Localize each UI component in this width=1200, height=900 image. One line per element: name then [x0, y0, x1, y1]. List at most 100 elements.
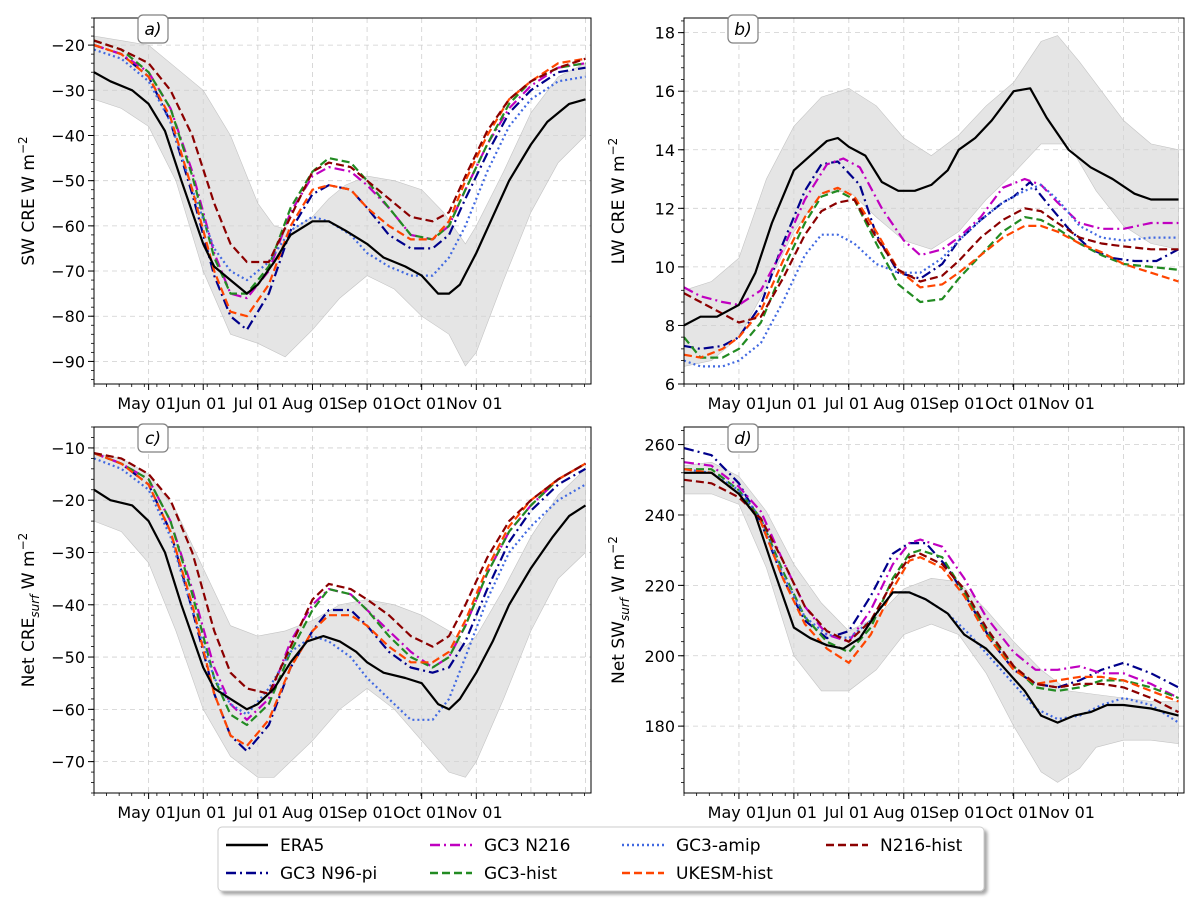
legend-entry-gc3-amip: GC3-amip	[622, 836, 761, 856]
x-tick-label: Sep 01	[337, 803, 393, 822]
x-tick-label: Aug 01	[282, 803, 339, 822]
axes-frame	[93, 426, 592, 794]
y-tick-label: −80	[51, 307, 85, 326]
panel-label: c)	[137, 423, 169, 453]
series-line-era5	[684, 87, 1179, 327]
chart-panel-c: −70 −60 −50 −40 −30 −20 −10 May 01 Jun 01 Jul 01 A…	[16, 423, 592, 822]
x-tick-label: May 01	[708, 803, 767, 822]
y-axis: 180 200 220 240 260	[644, 430, 684, 783]
series-line-gc3-hist	[684, 468, 1179, 700]
series-line-gc3-n96-pi	[94, 44, 586, 331]
series-line-gc3-hist	[94, 39, 586, 295]
plot-area	[94, 452, 587, 778]
series-line-gc3-n96-pi	[684, 160, 1180, 350]
y-tick-label: −20	[51, 491, 85, 510]
legend-frame	[217, 826, 985, 892]
panel-label-text: b)	[734, 20, 751, 40]
x-tick-label: Jul 01	[232, 803, 278, 822]
legend-label: GC3-amip	[676, 836, 761, 856]
x-tick-label: May 01	[117, 803, 176, 822]
y-tick-label: −70	[51, 753, 85, 772]
series-line-era5	[94, 488, 587, 711]
series-line-era5	[684, 471, 1179, 724]
chart-panel-a: −90 −80 −70 −60 −50 −40 −30 −20 May 01 Jun 01 Jul …	[16, 14, 592, 413]
axes-frame	[93, 17, 592, 385]
panel-label-box	[137, 14, 169, 44]
y-tick-label: 8	[665, 316, 675, 335]
x-tick-label: May 01	[708, 394, 767, 413]
legend-entry-gc3-n216: GC3 N216	[430, 836, 570, 856]
y-tick-label: −30	[51, 543, 85, 562]
panel-label: a)	[137, 14, 169, 44]
y-tick-label: −60	[51, 217, 85, 236]
y-tick-label: −60	[51, 700, 85, 719]
y-tick-label: 12	[655, 199, 675, 218]
x-tick-label: Nov 01	[1038, 394, 1095, 413]
legend-label: UKESM-hist	[676, 864, 773, 884]
chart-panel-d: 180 200 220 240 260 May 01 Jun 01 Jul 01 Aug 01S…	[606, 423, 1185, 822]
legend-label: ERA5	[280, 836, 324, 856]
panel-label: b)	[727, 14, 759, 44]
axes-frame	[683, 17, 1185, 385]
y-axis-title: LW CRE W m−2	[606, 138, 629, 264]
legend-label: GC3-hist	[484, 864, 557, 884]
series-line-ukesm-hist	[684, 186, 1179, 359]
series-line-gc3-amip	[684, 468, 1180, 724]
y-tick-label: −20	[51, 36, 85, 55]
y-axis: −90 −80 −70 −60 −50 −40 −30 −20	[51, 17, 94, 380]
panel-label-box	[727, 423, 759, 453]
y-axis-title: SW CRE W m−2	[16, 136, 39, 265]
x-tick-label: Jul 01	[232, 394, 278, 413]
plot-area	[94, 35, 586, 367]
series-line-n216-hist	[684, 478, 1180, 714]
y-tick-label: −30	[51, 81, 85, 100]
y-tick-label: 220	[644, 576, 675, 595]
series-line-gc3-amip	[94, 457, 587, 721]
y-tick-label: 260	[644, 436, 675, 455]
y-tick-label: 180	[644, 717, 675, 736]
axes-frame	[683, 426, 1185, 794]
y-tick-label: 18	[655, 24, 675, 43]
panel-label: d)	[727, 423, 759, 453]
series-line-n216-hist	[94, 452, 587, 695]
panel-label-box	[137, 423, 169, 453]
legend-label: GC3 N216	[484, 836, 570, 856]
legend-entries: ERA5 GC3 N96-pi GC3 N216 GC3-hist GC3-amip UK…	[226, 836, 963, 884]
series-line-gc3-n216	[94, 452, 587, 721]
y-axis: −70 −60 −50 −40 −30 −20 −10	[51, 426, 94, 794]
series-line-gc3-hist	[94, 452, 587, 727]
series-line-ukesm-hist	[94, 44, 586, 318]
x-tick-label: Aug 01	[282, 394, 339, 413]
series-line-n216-hist	[684, 198, 1179, 324]
x-tick-label: Oct 01	[985, 394, 1038, 413]
legend-label: GC3 N96-pi	[280, 864, 377, 884]
x-tick-label: Sep 01	[929, 803, 985, 822]
legend-entry-gc3-n96-pi: GC3 N96-pi	[226, 864, 377, 884]
series-line-gc3-n216	[684, 461, 1180, 699]
panel-label-text: c)	[145, 429, 161, 449]
legend-entry-n216-hist: N216-hist	[826, 836, 963, 856]
y-tick-label: 6	[665, 375, 675, 394]
y-tick-label: −90	[51, 352, 85, 371]
x-tick-label: Aug 01	[873, 803, 930, 822]
x-tick-label: Aug 01	[873, 394, 930, 413]
x-tick-label: Nov 01	[446, 394, 503, 413]
x-tick-label: May 01	[117, 394, 176, 413]
y-axis: 6 8 10 12 14 16 18	[655, 20, 684, 394]
y-tick-label: −50	[51, 648, 85, 667]
plot-area	[684, 447, 1180, 783]
x-tick-label: Nov 01	[1038, 803, 1095, 822]
x-tick-label: Oct 01	[393, 394, 446, 413]
x-tick-label: Jun 01	[175, 394, 226, 413]
series-line-ukesm-hist	[684, 468, 1179, 703]
legend-entry-gc3-hist: GC3-hist	[430, 864, 557, 884]
chart-panel-b: 6 8 10 12 14 16 18 May 01 Jun 01 Jul 01 Aug 01Sep …	[606, 14, 1185, 413]
legend-entry-era5: ERA5	[226, 836, 324, 856]
y-tick-label: −50	[51, 172, 85, 191]
series-line-gc3-amip	[684, 183, 1179, 368]
